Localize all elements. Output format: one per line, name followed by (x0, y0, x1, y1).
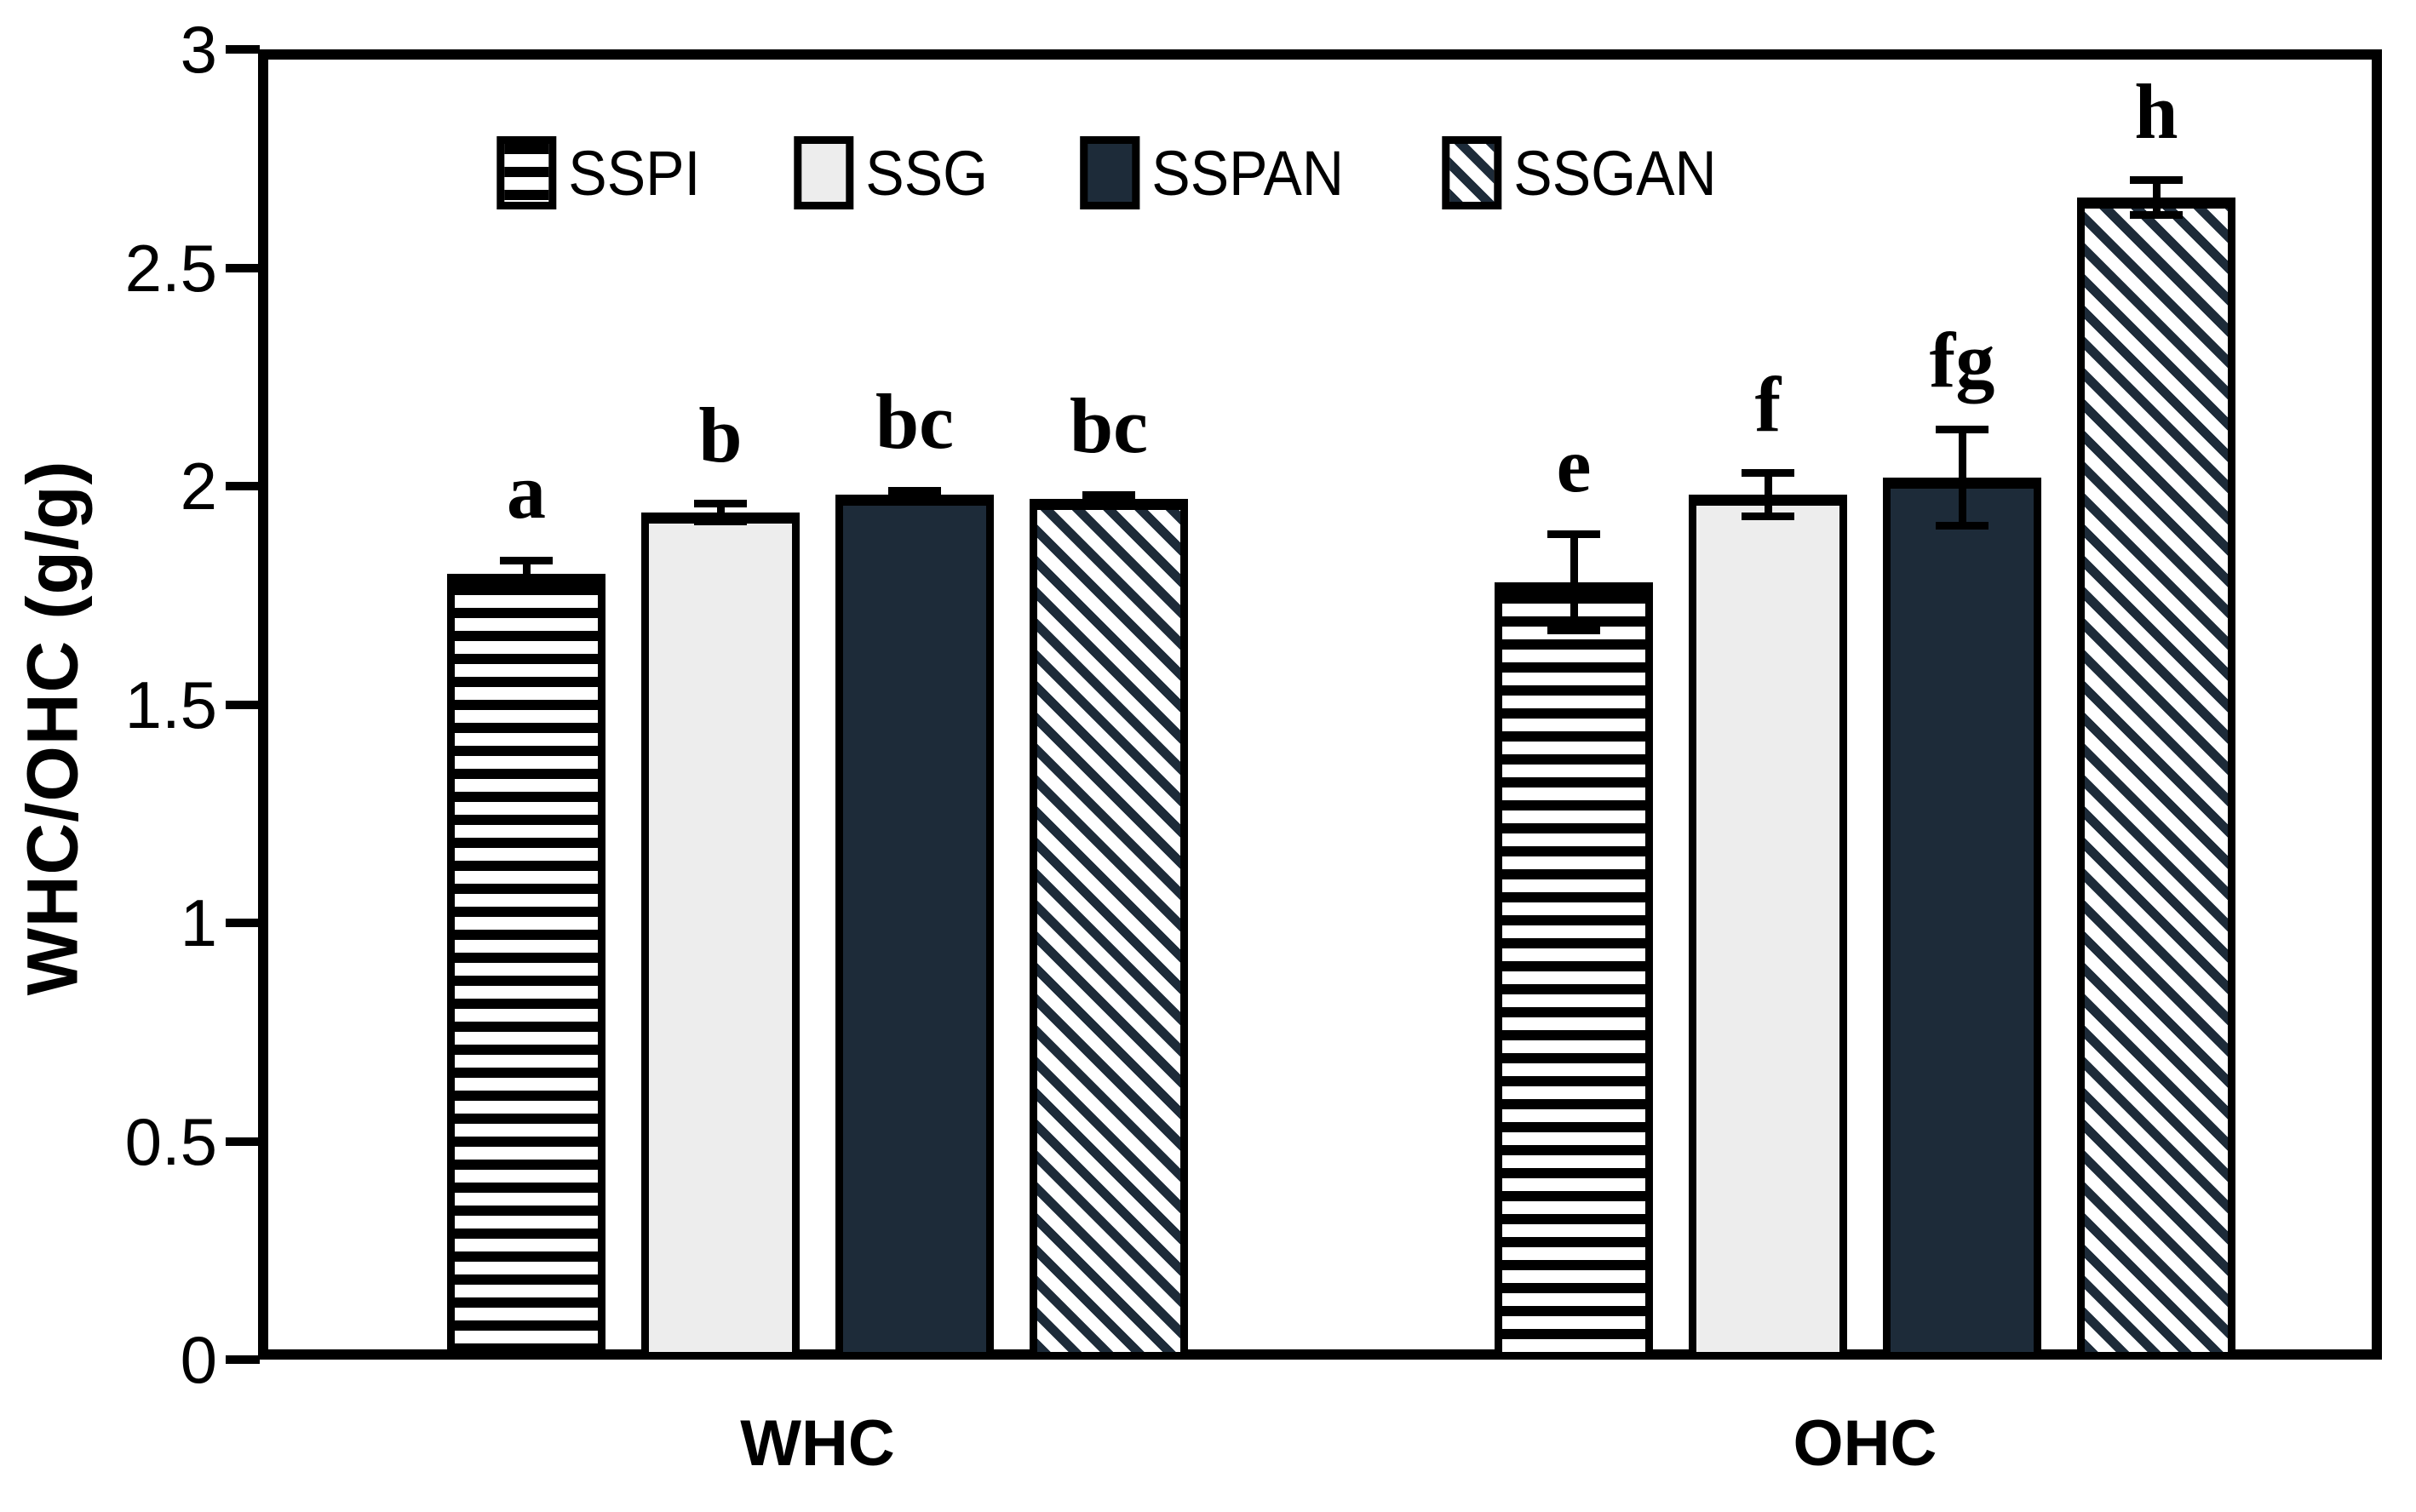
error-bar-cap (1742, 469, 1794, 478)
error-bar (716, 503, 725, 522)
y-tick-mark (226, 700, 260, 709)
error-bar-cap (1936, 425, 1988, 433)
y-tick-label: 1 (180, 885, 217, 960)
y-tick-label: 2 (180, 449, 217, 524)
y-tick-mark (226, 482, 260, 490)
y-tick-label: 0.5 (124, 1103, 217, 1179)
bar-whc-ssgan (1030, 499, 1188, 1360)
error-bar (522, 560, 531, 587)
error-bar-cap (2130, 211, 2183, 220)
error-bar-cap (1547, 626, 1600, 634)
legend-label: SSPI (568, 137, 701, 209)
y-tick-label: 3 (180, 12, 217, 87)
category-label-whc: WHC (740, 1407, 895, 1480)
sig-letter-ohc-ssg: f (1754, 360, 1782, 448)
y-tick-mark (226, 1137, 260, 1146)
sig-letter-whc-sspi: a (507, 448, 546, 536)
y-tick-label: 0 (180, 1322, 217, 1397)
error-bar-cap (1547, 530, 1600, 538)
legend-swatch-sspan (1080, 136, 1140, 209)
sig-letter-ohc-ssgan: h (2134, 67, 2178, 155)
error-bar-cap (1742, 513, 1794, 521)
bar-ohc-ssg (1689, 495, 1847, 1360)
error-bar (1570, 534, 1578, 631)
legend: SSPI SSG SSPAN SSGAN (496, 136, 1734, 209)
bar-ohc-sspi (1495, 581, 1653, 1360)
legend-item-ssg: SSG (793, 136, 998, 209)
sig-letter-whc-ssgan: bc (1070, 382, 1148, 470)
y-tick-mark (226, 45, 260, 54)
error-bar-cap (694, 500, 747, 508)
legend-label: SSPAN (1151, 137, 1344, 209)
bar-ohc-sspan (1883, 477, 2041, 1360)
legend-label: SSGAN (1513, 137, 1717, 209)
legend-item-sspi: SSPI (496, 136, 712, 209)
legend-item-sspan: SSPAN (1080, 136, 1360, 209)
category-label-ohc: OHC (1793, 1407, 1937, 1480)
sig-letter-whc-ssg: b (698, 391, 743, 478)
y-tick-mark (226, 1355, 260, 1364)
sig-letter-ohc-sspi: e (1556, 421, 1592, 509)
bar-whc-sspi (447, 573, 605, 1360)
sig-letter-whc-sspan: bc (875, 378, 954, 466)
error-bar (910, 490, 919, 500)
error-bar-cap (1082, 490, 1135, 499)
error-bar-cap (1082, 500, 1135, 508)
y-tick-label: 1.5 (124, 667, 217, 742)
y-tick-mark (226, 919, 260, 927)
bar-ohc-ssgan (2077, 198, 2235, 1360)
legend-label: SSG (864, 137, 988, 209)
error-bar (1105, 495, 1113, 504)
bar-whc-ssg (641, 512, 800, 1360)
sig-letter-ohc-sspan: fg (1929, 317, 1995, 404)
error-bar-cap (694, 517, 747, 525)
legend-swatch-sspi (496, 136, 557, 209)
y-tick-label: 2.5 (124, 230, 217, 306)
error-bar-cap (2130, 176, 2183, 185)
bar-whc-sspan (835, 495, 994, 1360)
error-bar (1764, 472, 1772, 517)
error-bar-cap (888, 495, 941, 503)
error-bar (2152, 180, 2161, 215)
y-tick-mark (226, 263, 260, 272)
error-bar (1958, 429, 1966, 526)
error-bar-cap (500, 582, 553, 591)
legend-item-ssgan: SSGAN (1442, 136, 1735, 209)
error-bar-cap (1936, 521, 1988, 530)
legend-swatch-ssgan (1442, 136, 1502, 209)
error-bar-cap (888, 486, 941, 495)
error-bar-cap (500, 556, 553, 564)
legend-swatch-ssg (793, 136, 853, 209)
